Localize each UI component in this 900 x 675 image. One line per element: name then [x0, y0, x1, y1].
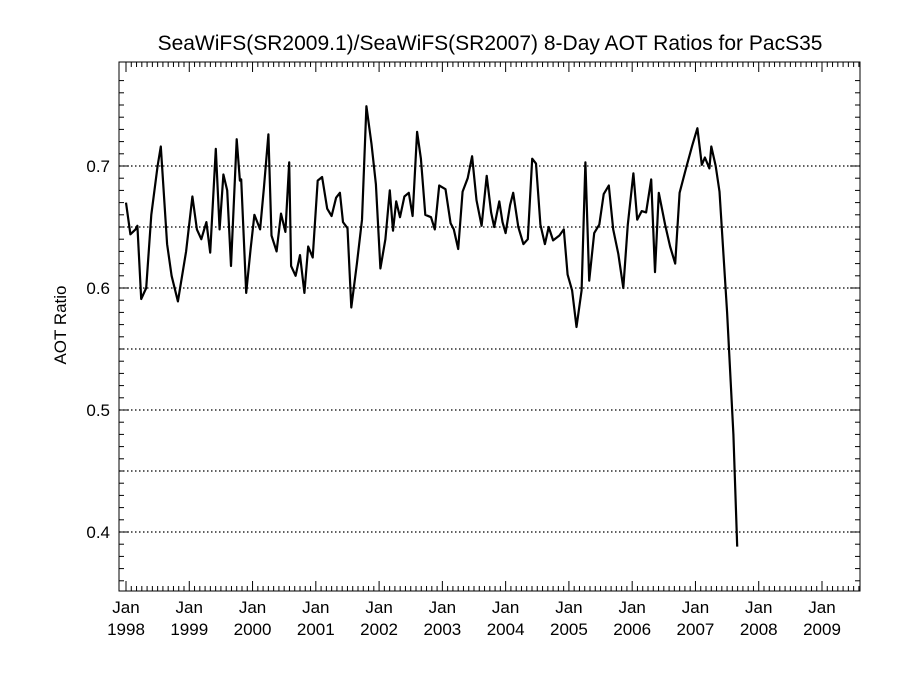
y-tick-label: 0.7: [86, 157, 110, 176]
y-axis-label: AOT Ratio: [51, 285, 70, 364]
x-tick-month-label: Jan: [808, 598, 835, 617]
x-tick-month-label: Jan: [682, 598, 709, 617]
x-tick-month-label: Jan: [618, 598, 645, 617]
chart-title: SeaWiFS(SR2009.1)/SeaWiFS(SR2007) 8-Day …: [158, 32, 823, 55]
x-tick-year-label: 2003: [423, 620, 461, 639]
x-tick-year-label: 2002: [360, 620, 398, 639]
x-tick-month-label: Jan: [302, 598, 329, 617]
x-tick-labels: Jan 1998 Jan 1999 Jan 2000 Jan 2001 Jan 2002 Jan 20…: [107, 598, 841, 639]
y-tick-label: 0.5: [86, 401, 110, 420]
aot-ratio-series-line: [124, 105, 739, 547]
gridlines: [119, 165, 860, 533]
x-tick-month-label: Jan: [112, 598, 139, 617]
x-tick-year-label: 2000: [234, 620, 272, 639]
x-tick-year-label: 2006: [613, 620, 651, 639]
x-tick-year-label: 1999: [170, 620, 208, 639]
series-layer: [124, 105, 739, 547]
axis-ticks: [119, 62, 860, 591]
x-tick-year-label: 2005: [550, 620, 588, 639]
x-tick-month-label: Jan: [492, 598, 519, 617]
x-tick-year-label: 2004: [487, 620, 525, 639]
x-tick-month-label: Jan: [239, 598, 266, 617]
x-tick-year-label: 2001: [297, 620, 335, 639]
x-tick-month-label: Jan: [745, 598, 772, 617]
x-tick-month-label: Jan: [429, 598, 456, 617]
y-tick-labels: 0.4 0.5 0.6 0.7: [86, 157, 110, 542]
x-tick-month-label: Jan: [555, 598, 582, 617]
y-tick-label: 0.6: [86, 279, 110, 298]
x-tick-month-label: Jan: [176, 598, 203, 617]
x-tick-year-label: 2007: [677, 620, 715, 639]
x-tick-year-label: 1998: [107, 620, 145, 639]
x-tick-month-label: Jan: [365, 598, 392, 617]
plot-frame: [118, 61, 861, 592]
x-tick-year-label: 2009: [803, 620, 841, 639]
x-tick-year-label: 2008: [740, 620, 778, 639]
y-tick-label: 0.4: [86, 523, 110, 542]
